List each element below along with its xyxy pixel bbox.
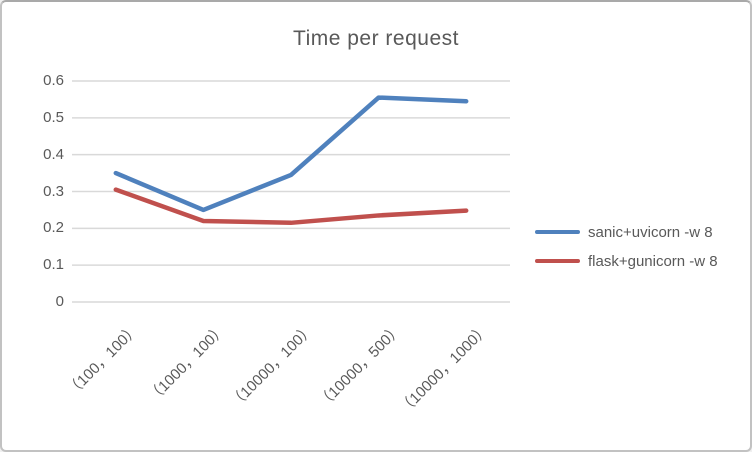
y-tick-label: 0.3 bbox=[43, 182, 64, 200]
legend: sanic+uvicorn -w 8 flask+gunicorn -w 8 bbox=[535, 222, 718, 271]
y-tick-label: 0.4 bbox=[43, 145, 64, 163]
series-line bbox=[113, 95, 469, 213]
chart-title: Time per request bbox=[293, 27, 459, 50]
legend-swatch bbox=[535, 258, 580, 264]
legend-label: sanic+uvicorn -w 8 bbox=[588, 223, 713, 241]
legend-item: flask+gunicorn -w 8 bbox=[535, 251, 718, 271]
legend-swatch bbox=[535, 229, 580, 235]
y-tick-label: 0 bbox=[55, 293, 64, 310]
legend-item: sanic+uvicorn -w 8 bbox=[535, 222, 718, 242]
series-line bbox=[113, 187, 469, 226]
y-tick-label: 0.5 bbox=[43, 108, 64, 126]
y-tick-label: 0.6 bbox=[43, 72, 64, 89]
y-tick-label: 0.2 bbox=[43, 219, 64, 237]
legend-label: flask+gunicorn -w 8 bbox=[588, 252, 718, 270]
y-tick-label: 0.1 bbox=[43, 256, 64, 274]
